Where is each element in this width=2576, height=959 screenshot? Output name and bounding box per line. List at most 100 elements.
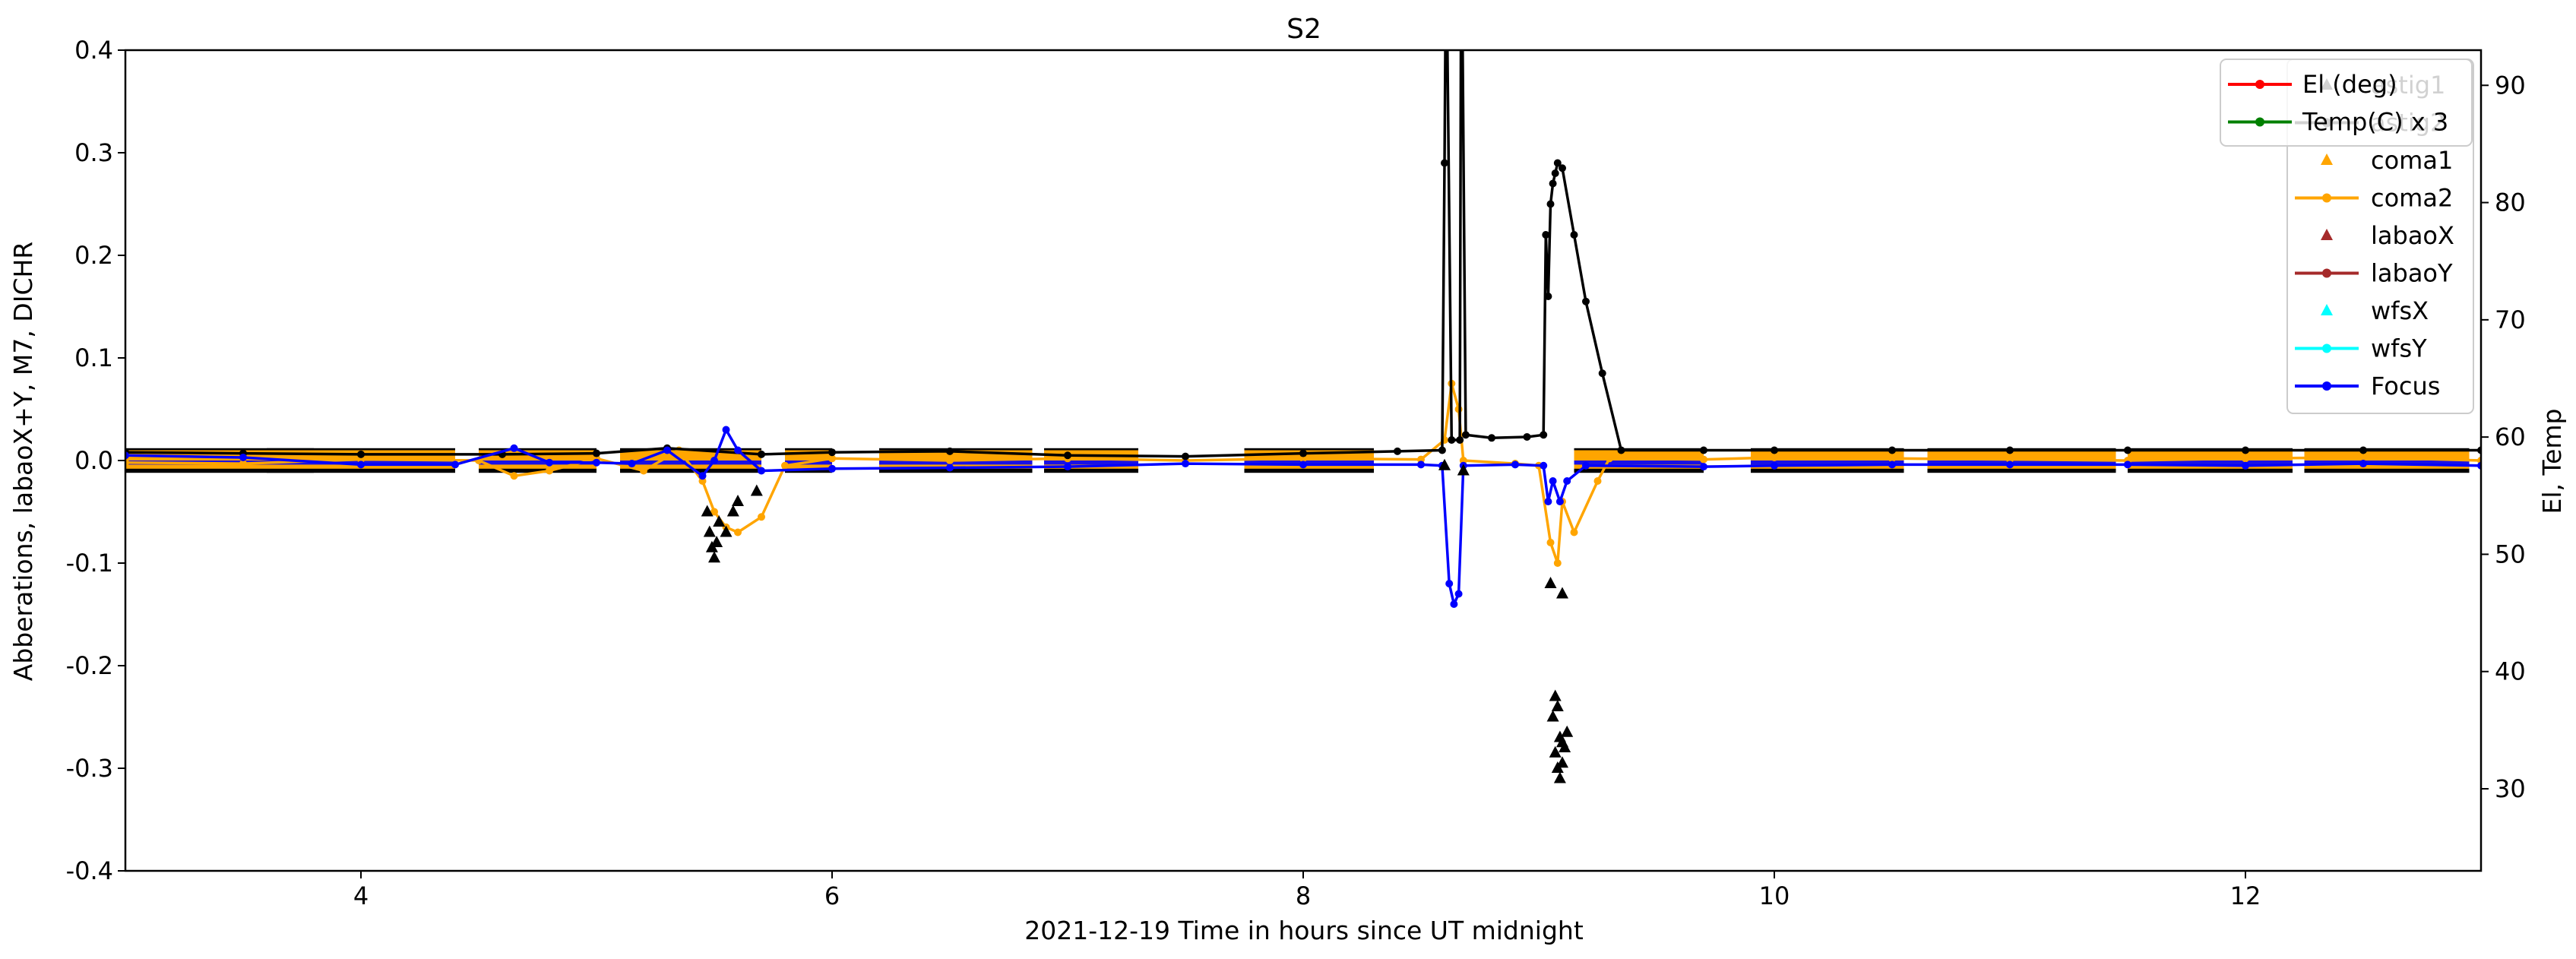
legend-left-labaoy-label: labaoY bbox=[2371, 259, 2453, 288]
y-axis-label-right: El, Temp bbox=[2537, 409, 2567, 514]
focus-band bbox=[620, 461, 761, 465]
astig1-marker bbox=[726, 505, 739, 517]
y-axis-label-left: Abberations, labaoX+Y, M7, DICHR bbox=[8, 242, 38, 681]
focus-band bbox=[1574, 461, 1704, 465]
coma2-line bbox=[125, 382, 2481, 565]
x-tick-label: 10 bbox=[1759, 881, 1790, 910]
legend-right-box bbox=[2220, 59, 2473, 147]
legend-left-coma1-label: coma1 bbox=[2371, 146, 2453, 175]
legend-right-axis: El (deg) Temp(C) x 3 bbox=[2220, 59, 2473, 147]
astig2-point bbox=[1457, 0, 1465, 3]
astig2-point bbox=[1448, 436, 1456, 444]
astig2-point bbox=[1544, 293, 1552, 300]
focus-point bbox=[357, 461, 365, 469]
astig2-point bbox=[1559, 164, 1566, 172]
y-axis-left: -0.4 -0.3 -0.2 -0.1 0.0 0.1 0.2 0.3 0.4 bbox=[66, 36, 125, 885]
focus-point bbox=[758, 467, 765, 475]
astig2-point bbox=[1458, 0, 1466, 3]
astig2-point bbox=[1617, 446, 1625, 454]
astig2-point bbox=[2006, 446, 2014, 454]
focus-band bbox=[1244, 461, 1374, 465]
focus-point bbox=[546, 458, 553, 467]
y-left-tick-label: 0.1 bbox=[74, 343, 113, 372]
focus-band bbox=[2128, 461, 2293, 465]
legend-left-coma2-dot bbox=[2322, 193, 2331, 203]
focus-point bbox=[1064, 463, 1071, 471]
focus-point bbox=[2124, 461, 2131, 469]
legend-right-temp-c-x-3-dot bbox=[2255, 117, 2264, 127]
focus-point bbox=[1563, 477, 1571, 485]
y-left-tick-label: -0.3 bbox=[66, 754, 113, 783]
astig2-point bbox=[1598, 369, 1606, 378]
legend-right-el-deg--label: El (deg) bbox=[2302, 70, 2397, 99]
astig2-point bbox=[1700, 446, 1707, 454]
x-axis-label: 2021-12-19 Time in hours since UT midnig… bbox=[1024, 916, 1584, 945]
y-right-tick-label: 80 bbox=[2495, 188, 2526, 217]
coma2-point bbox=[758, 513, 765, 521]
astig2-point bbox=[2359, 446, 2367, 454]
coma2-point bbox=[734, 528, 742, 536]
astig1-marker bbox=[732, 495, 744, 506]
coma2-point bbox=[1553, 559, 1562, 567]
coma2-point bbox=[1606, 454, 1613, 463]
coma2-point bbox=[1700, 455, 1707, 464]
coma2-point bbox=[1593, 477, 1602, 485]
astig2-point bbox=[2124, 446, 2131, 454]
focus-point bbox=[1540, 461, 1548, 470]
y-left-tick-label: 0.3 bbox=[74, 138, 113, 167]
astig2-point bbox=[357, 450, 365, 458]
astig1-marker bbox=[1544, 577, 1557, 588]
astig2-point bbox=[1442, 0, 1450, 3]
astig2-point bbox=[828, 448, 836, 457]
coma2-point bbox=[1888, 454, 1896, 463]
astig2-point bbox=[1461, 431, 1470, 439]
legend-left-wfsy-label: wfsY bbox=[2371, 334, 2427, 363]
astig2-point bbox=[1182, 452, 1189, 461]
focus-point bbox=[239, 453, 247, 461]
y-left-tick-label: -0.4 bbox=[66, 856, 113, 885]
y-right-tick-label: 40 bbox=[2495, 657, 2526, 686]
coma2-point bbox=[2359, 453, 2367, 461]
focus-point bbox=[628, 460, 636, 468]
focus-point bbox=[1544, 498, 1552, 505]
focus-band bbox=[1927, 461, 2116, 465]
focus-point bbox=[1771, 461, 1778, 470]
coma2-point bbox=[828, 454, 836, 463]
astig1-marker bbox=[1561, 725, 1574, 737]
chart-title: S2 bbox=[1286, 14, 1321, 45]
focus-point bbox=[946, 464, 954, 472]
astig2-point bbox=[1582, 297, 1590, 305]
coma2-point bbox=[546, 467, 553, 475]
y-right-tick-label: 60 bbox=[2495, 423, 2526, 451]
y-right-tick-label: 90 bbox=[2495, 71, 2526, 100]
focus-band bbox=[2304, 461, 2470, 465]
astig2-point bbox=[1888, 446, 1896, 454]
astig1-marker bbox=[1546, 710, 1559, 722]
y-left-tick-label: 0.4 bbox=[74, 36, 113, 65]
legend-left-focus-label: Focus bbox=[2371, 372, 2440, 400]
astig2-point bbox=[1553, 159, 1562, 167]
focus-point bbox=[663, 446, 671, 454]
astig2-point bbox=[1771, 446, 1778, 454]
astig1-marker bbox=[750, 484, 763, 496]
astig1-marker bbox=[703, 525, 716, 537]
focus-band bbox=[1751, 461, 1904, 465]
astig2-point bbox=[1549, 179, 1557, 188]
focus-point bbox=[710, 457, 718, 464]
astig2-point bbox=[1570, 231, 1578, 239]
astig1-marker bbox=[1549, 689, 1562, 701]
astig2-point bbox=[1542, 231, 1550, 239]
y-right-tick-label: 70 bbox=[2495, 305, 2526, 334]
y-axis-right: 30 40 50 60 70 80 90 bbox=[2481, 71, 2526, 803]
coma2-point bbox=[710, 508, 718, 516]
astig1-marker bbox=[713, 515, 726, 527]
astig2-point bbox=[1551, 169, 1559, 177]
astig1-marker bbox=[708, 551, 720, 563]
coma2-point bbox=[781, 461, 789, 470]
astig1-marker bbox=[1551, 700, 1564, 711]
y-left-tick-label: -0.1 bbox=[66, 549, 113, 578]
x-tick-label: 4 bbox=[353, 881, 369, 910]
legend-left-coma2-label: coma2 bbox=[2371, 184, 2453, 213]
focus-point bbox=[1182, 460, 1189, 468]
